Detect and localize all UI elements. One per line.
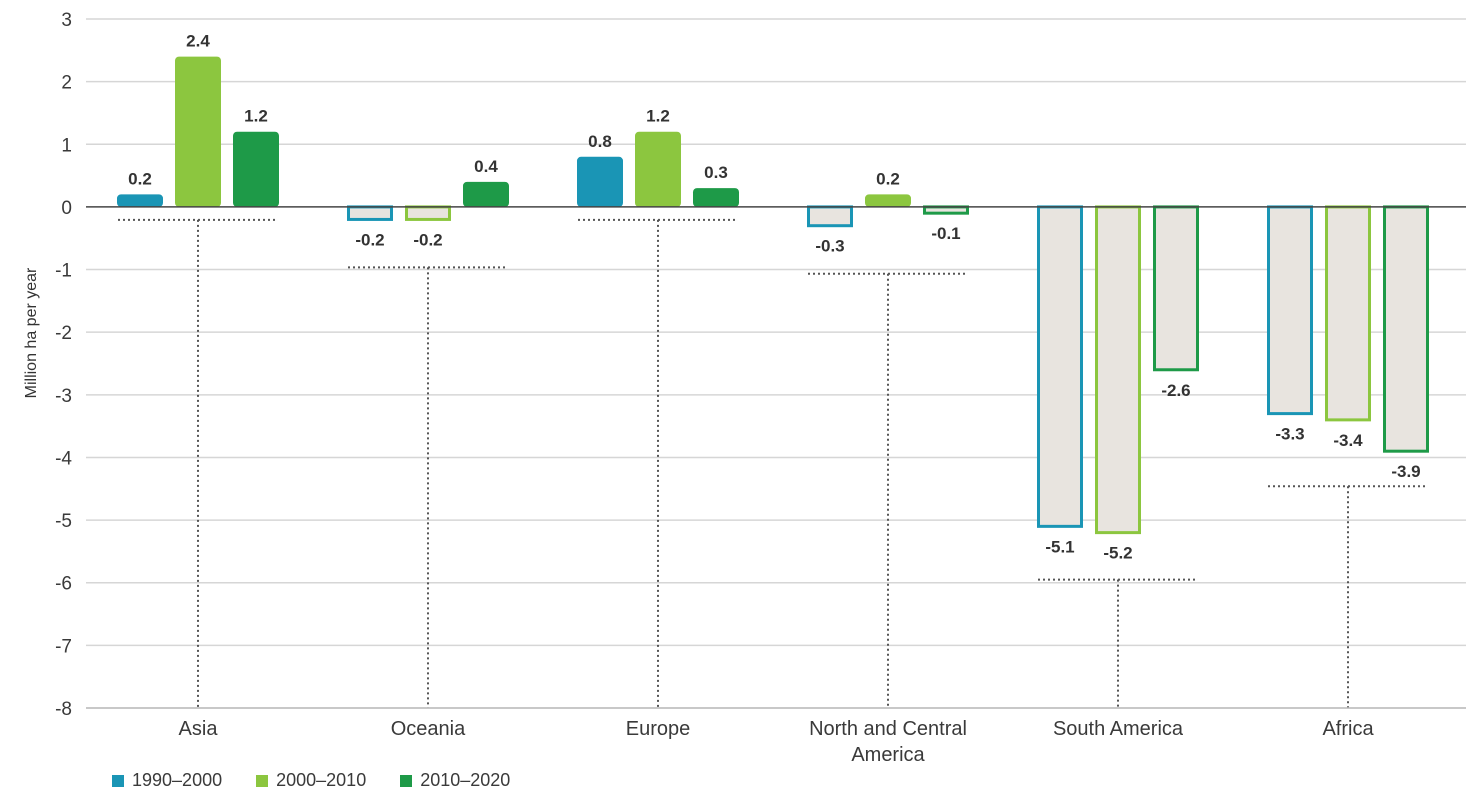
y-tick-label: -1 bbox=[55, 261, 72, 282]
value-label: -0.3 bbox=[815, 237, 844, 256]
bar bbox=[347, 205, 393, 221]
value-label: -3.3 bbox=[1275, 425, 1304, 444]
value-label: 0.2 bbox=[128, 169, 152, 188]
legend-label: 2000–2010 bbox=[276, 770, 367, 790]
y-tick-label: 1 bbox=[61, 135, 72, 156]
y-tick-label: -5 bbox=[55, 511, 72, 532]
bar bbox=[923, 205, 969, 215]
bar bbox=[577, 156, 623, 207]
bar bbox=[117, 194, 163, 207]
bar bbox=[635, 131, 681, 207]
leader-lines bbox=[118, 218, 1428, 708]
category-label: South America bbox=[1053, 718, 1184, 740]
value-label: -2.6 bbox=[1161, 381, 1190, 400]
bar bbox=[1095, 205, 1141, 535]
bar bbox=[1383, 205, 1429, 453]
value-label: 2.4 bbox=[186, 32, 210, 51]
value-label: -3.4 bbox=[1333, 431, 1363, 450]
y-tick-label: -4 bbox=[55, 448, 72, 469]
bar bbox=[1153, 205, 1199, 372]
value-labels: 0.2 2.4 1.2 -0.2 -0.2 0.4 0.8 1.2 0.3 -0.3 0.2 -0.1… bbox=[128, 32, 1420, 563]
category-label: North and Central bbox=[809, 718, 967, 740]
bar bbox=[693, 188, 739, 207]
category-label: Europe bbox=[626, 718, 691, 740]
value-label: -3.9 bbox=[1391, 462, 1420, 481]
bar bbox=[865, 194, 911, 207]
category-label: Africa bbox=[1322, 718, 1374, 740]
legend-swatch bbox=[112, 774, 124, 787]
bar bbox=[1267, 205, 1313, 416]
y-tick-label: 0 bbox=[61, 198, 72, 219]
value-label: -5.2 bbox=[1103, 544, 1132, 563]
value-label: 1.2 bbox=[244, 107, 268, 126]
bar bbox=[807, 205, 853, 228]
category-label: America bbox=[851, 744, 925, 766]
legend-label: 1990–2000 bbox=[132, 770, 223, 790]
bar bbox=[1037, 205, 1083, 528]
bar bbox=[233, 131, 279, 207]
axes: 3 2 1 0 -1 -2 -3 -4 -5 -6 -7 -8 Asia Oceania Europe Nor… bbox=[55, 10, 1466, 766]
value-label: 1.2 bbox=[646, 107, 670, 126]
y-tick-label: -2 bbox=[55, 323, 72, 344]
legend-item: 2000–2010 bbox=[256, 770, 366, 791]
legend-swatch bbox=[400, 774, 413, 787]
legend-item: 1990–2000 bbox=[112, 770, 222, 791]
category-label: Oceania bbox=[391, 718, 466, 740]
y-tick-label: -7 bbox=[55, 636, 72, 657]
value-label: 0.2 bbox=[876, 169, 900, 188]
y-tick-label: 2 bbox=[61, 73, 72, 94]
value-label: 0.8 bbox=[588, 132, 612, 151]
legend-label: 2010–2020 bbox=[420, 770, 511, 790]
value-label: -0.1 bbox=[931, 224, 960, 243]
y-tick-label: -8 bbox=[55, 699, 72, 720]
y-tick-label: -6 bbox=[55, 574, 72, 595]
bars bbox=[117, 56, 1429, 535]
gridlines bbox=[86, 18, 1466, 709]
y-tick-label: -3 bbox=[55, 386, 72, 407]
value-label: 0.3 bbox=[704, 163, 728, 182]
bar bbox=[175, 56, 221, 207]
value-label: -0.2 bbox=[413, 230, 442, 249]
value-label: -5.1 bbox=[1045, 537, 1074, 556]
legend: 1990–2000 2000–2010 2010–2020 bbox=[112, 770, 510, 791]
y-axis-title: Million ha per year bbox=[23, 267, 40, 398]
legend-swatch bbox=[256, 774, 269, 787]
bar bbox=[463, 181, 509, 207]
legend-item: 2010–2020 bbox=[400, 770, 510, 791]
value-label: 0.4 bbox=[474, 157, 498, 176]
bar bbox=[1325, 205, 1371, 422]
bar bbox=[405, 205, 451, 221]
value-label: -0.2 bbox=[355, 230, 384, 249]
category-label: Asia bbox=[179, 718, 219, 740]
y-tick-label: 3 bbox=[61, 10, 72, 31]
